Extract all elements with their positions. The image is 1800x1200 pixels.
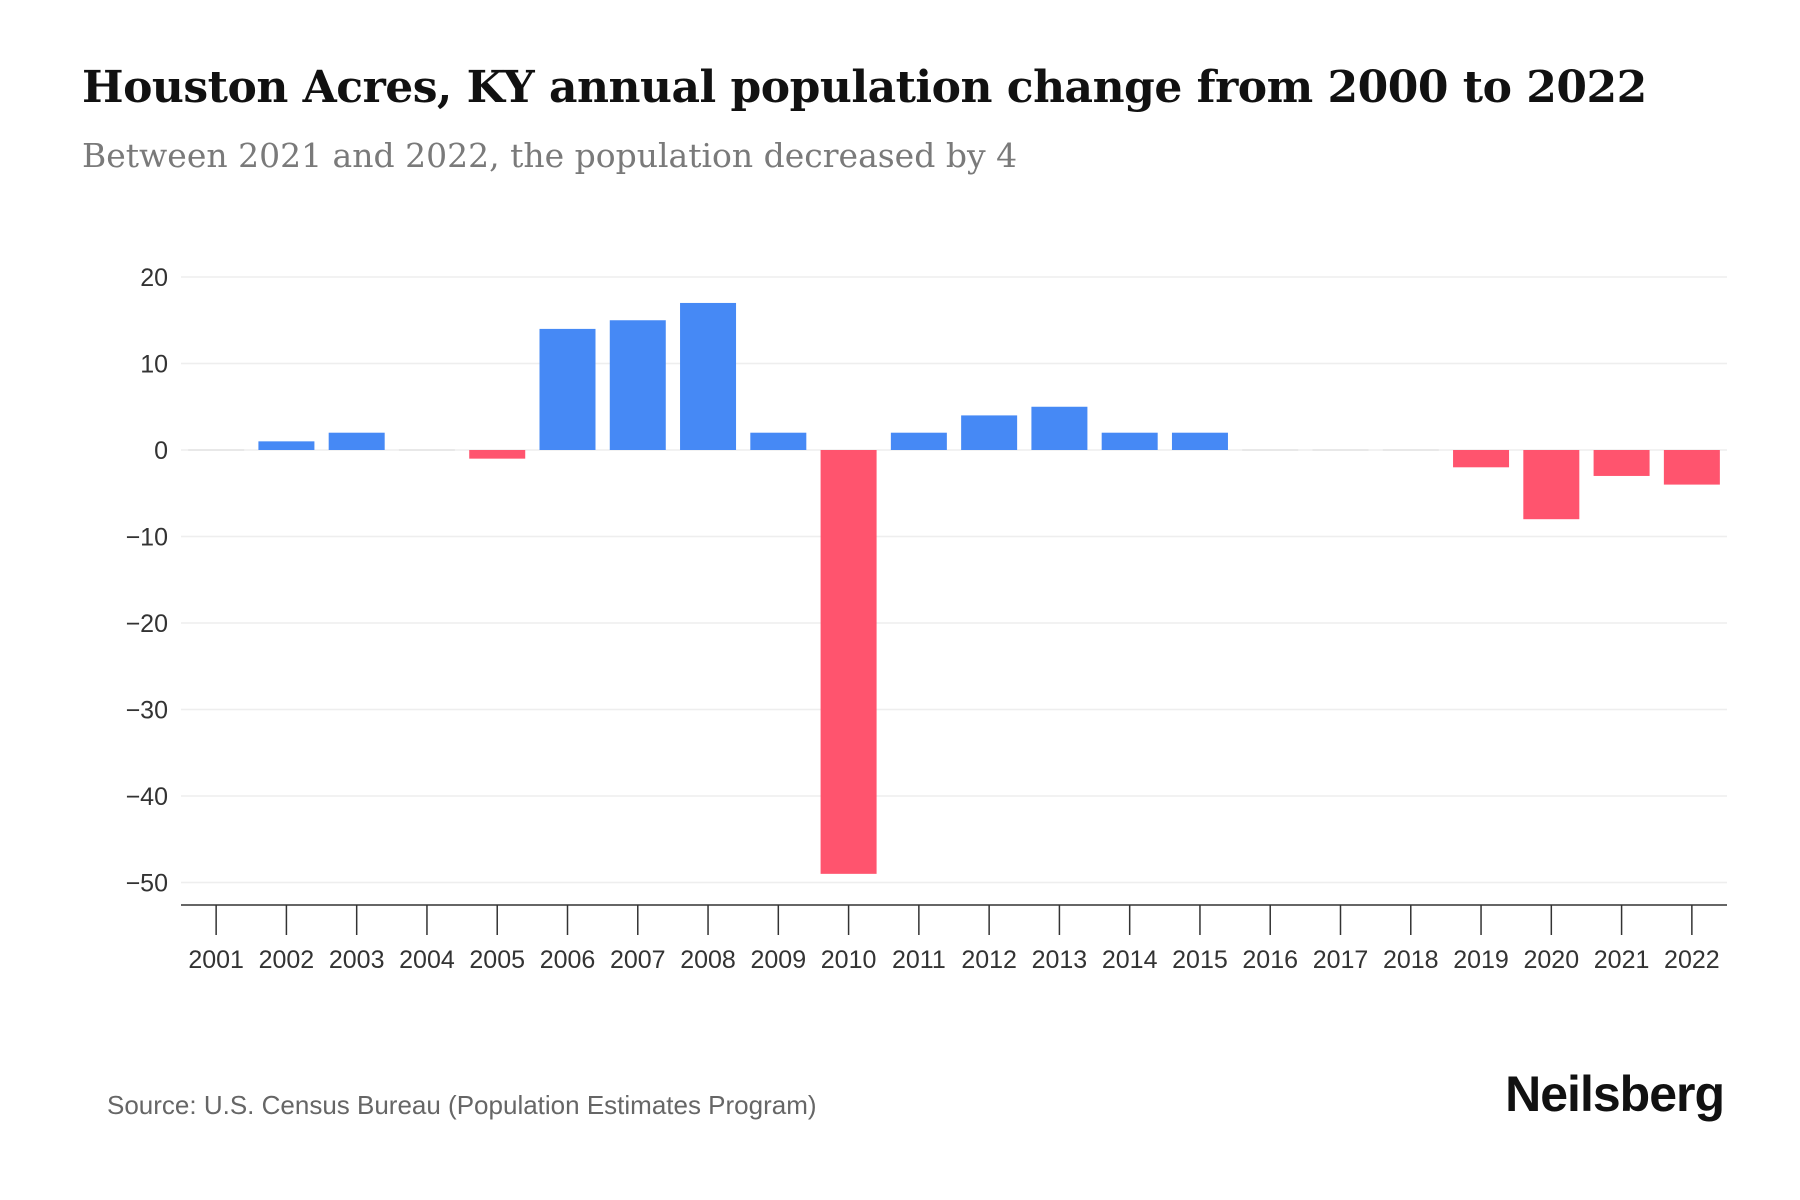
source-note: Source: U.S. Census Bureau (Population E… [107, 1090, 817, 1120]
y-tick-label: −40 [126, 783, 168, 811]
y-tick-label: −30 [126, 697, 168, 725]
x-tick-label: 2010 [821, 946, 877, 974]
bar [609, 320, 666, 450]
x-tick-label: 2001 [188, 946, 244, 974]
chart-subtitle: Between 2021 and 2022, the population de… [82, 136, 1018, 175]
y-tick-label: 10 [140, 351, 168, 379]
bar [1382, 449, 1439, 451]
x-tick-label: 2011 [892, 946, 946, 974]
bar [469, 450, 526, 459]
y-tick-label: 20 [140, 264, 168, 292]
bar [1312, 449, 1369, 451]
bar [1663, 450, 1720, 485]
bar [890, 432, 947, 450]
bar [680, 302, 737, 450]
bar [1242, 449, 1299, 451]
bar [1171, 432, 1228, 450]
x-tick-label: 2006 [540, 946, 596, 974]
bar [820, 450, 877, 874]
x-tick-label: 2004 [399, 946, 455, 974]
bar [1453, 450, 1510, 468]
x-tick-label: 2014 [1102, 946, 1158, 974]
bar [1523, 450, 1580, 520]
x-tick-label: 2007 [610, 946, 666, 974]
x-tick-label: 2008 [680, 946, 736, 974]
y-tick-label: 0 [154, 437, 168, 465]
bar [188, 449, 245, 451]
bar [750, 432, 807, 450]
bar [1101, 432, 1158, 450]
bar [539, 328, 596, 450]
x-tick-label: 2002 [259, 946, 315, 974]
x-tick-label: 2003 [329, 946, 385, 974]
bar [961, 415, 1018, 450]
neilsberg-logo: Neilsberg [1505, 1066, 1725, 1122]
x-tick-label: 2018 [1383, 946, 1439, 974]
bar [1593, 450, 1650, 476]
y-tick-label: −10 [126, 524, 168, 552]
bar [258, 441, 315, 450]
x-tick-label: 2009 [751, 946, 807, 974]
x-tick-label: 2019 [1453, 946, 1509, 974]
bar [1031, 406, 1088, 450]
x-tick-label: 2016 [1242, 946, 1298, 974]
bar [328, 432, 385, 450]
x-tick-label: 2022 [1664, 946, 1720, 974]
x-tick-label: 2012 [961, 946, 1017, 974]
x-tick-label: 2017 [1313, 946, 1369, 974]
x-tick-label: 2005 [469, 946, 525, 974]
x-tick-label: 2020 [1524, 946, 1580, 974]
x-tick-label: 2021 [1594, 946, 1650, 974]
bar [398, 449, 455, 451]
x-tick-label: 2015 [1172, 946, 1228, 974]
y-tick-label: −50 [126, 870, 168, 898]
y-tick-label: −20 [126, 610, 168, 638]
chart-title: Houston Acres, KY annual population chan… [82, 62, 1647, 113]
x-tick-label: 2013 [1032, 946, 1088, 974]
